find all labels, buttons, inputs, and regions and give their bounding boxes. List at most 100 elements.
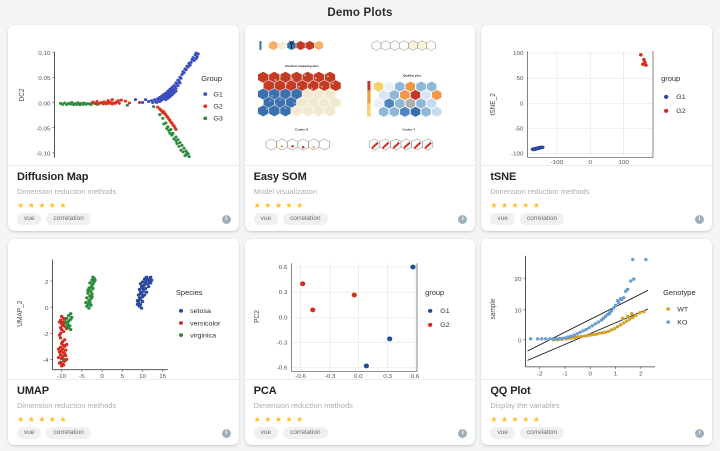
x-tick: -100 (551, 160, 564, 165)
tag-vue[interactable]: vue (253, 213, 279, 225)
legend-label-g2: G2 (677, 108, 687, 115)
card-easy-som[interactable]: Another mapping plot Quality plot (244, 25, 476, 231)
y-tick: 20 (515, 277, 523, 283)
legend-title: Group (201, 74, 222, 83)
info-icon[interactable]: i (695, 215, 704, 224)
tag-vue[interactable]: vue (17, 213, 42, 225)
legend-title: Species (176, 288, 203, 297)
som-panel-label-4: Codes Y (402, 128, 416, 132)
info-icon[interactable]: i (458, 215, 468, 224)
tag-correlation[interactable]: correlation (519, 213, 565, 225)
tag-correlation[interactable]: correlation (46, 427, 91, 439)
tag-correlation[interactable]: correlation (283, 427, 328, 439)
plot-qq[interactable]: sample 20 10 0 -2 -1 0 1 2 (481, 239, 712, 379)
series-setosa-points (135, 275, 154, 310)
tags-row: vue correlation (17, 427, 230, 439)
rating-stars[interactable]: ★ ★ ★ ★ ★ (490, 199, 703, 210)
y-tick: 100 (513, 51, 524, 57)
card-body-easy-som: Easy SOM Model visualization ★ ★ ★ ★ ★ v… (244, 165, 476, 231)
legend-label-virginica: virginica (190, 333, 216, 340)
y-axis-label: sample (490, 298, 497, 319)
card-tsne[interactable]: tSNE_2 100 50 0 -50 -100 -100 0 100 (481, 25, 712, 231)
x-tick: -5 (79, 374, 85, 379)
x-tick: 2 (639, 371, 643, 377)
legend-marker-g2 (664, 108, 669, 113)
y-tick: 0.00 (38, 101, 51, 107)
series-g1-points (363, 264, 416, 369)
rating-stars[interactable]: ★ ★ ★ ★ ★ (254, 199, 467, 210)
card-title: PCA (253, 385, 277, 397)
card-pca[interactable]: PC2 0.6 0.3 0.0 -0.3 -0.6 -0.6 -0.3 0.0 … (244, 239, 476, 445)
legend-marker-g3 (203, 116, 208, 121)
x-tick: -1 (563, 371, 569, 377)
info-icon[interactable]: i (695, 429, 704, 438)
x-tick: 15 (159, 374, 167, 379)
legend-marker-virginica (178, 333, 184, 337)
rating-stars[interactable]: ★ ★ ★ ★ ★ (490, 413, 703, 424)
legend-label-g2: G2 (440, 322, 450, 329)
x-tick: 100 (619, 160, 630, 165)
tag-correlation[interactable]: correlation (46, 213, 91, 225)
tag-correlation[interactable]: correlation (519, 427, 565, 439)
tag-vue[interactable]: vue (490, 213, 515, 225)
plot-umap[interactable]: UMAP_2 2 0 -2 -4 -10 -5 0 5 10 (8, 239, 239, 379)
plot-pca[interactable]: PC2 0.6 0.3 0.0 -0.3 -0.6 -0.6 -0.3 0.0 … (244, 239, 476, 379)
card-qq-plot[interactable]: sample 20 10 0 -2 -1 0 1 2 (481, 239, 712, 445)
y-tick: -100 (511, 152, 524, 158)
y-tick: -0.05 (36, 127, 51, 133)
plot-diffusion-map[interactable]: DC2 0.10 0.05 0.00 -0.05 -0.10 (8, 25, 239, 165)
legend-label-versicolor: versicolor (190, 321, 221, 328)
som-panel-label-2: Quality plot (403, 73, 421, 77)
info-icon[interactable]: i (221, 429, 231, 438)
y-tick: -4 (43, 358, 49, 364)
y-tick: -50 (515, 127, 525, 133)
card-diffusion-map[interactable]: DC2 0.10 0.05 0.00 -0.05 -0.10 (8, 25, 239, 231)
card-title: UMAP (17, 385, 49, 397)
series-g3-points (58, 100, 191, 159)
card-umap[interactable]: UMAP_2 2 0 -2 -4 -10 -5 0 5 10 (8, 239, 239, 445)
series-g2-points (91, 98, 178, 132)
y-tick: 10 (515, 309, 523, 315)
tag-vue[interactable]: vue (17, 427, 42, 439)
rating-stars[interactable]: ★ ★ ★ ★ ★ (17, 199, 230, 210)
legend-label-g1: G1 (440, 308, 450, 315)
rating-stars[interactable]: ★ ★ ★ ★ ★ (17, 413, 230, 424)
plot-easy-som[interactable]: Another mapping plot Quality plot (244, 25, 476, 165)
tag-vue[interactable]: vue (253, 427, 279, 439)
info-icon[interactable]: i (458, 429, 468, 438)
y-axis-label: PC2 (254, 310, 261, 323)
series-g1-points (531, 145, 545, 152)
y-tick: -0.6 (276, 366, 287, 372)
y-tick: 0 (45, 306, 49, 312)
y-tick: -2 (43, 332, 49, 338)
card-title: Diffusion Map (17, 171, 89, 183)
card-title: tSNE (490, 171, 517, 183)
tag-correlation[interactable]: correlation (283, 213, 328, 225)
legend-title: group (425, 288, 444, 297)
legend-label-g2: G2 (213, 104, 223, 111)
card-subtitle: Dimension reduction methods (490, 187, 590, 196)
card-body-diffusion-map: Diffusion Map Dimension reduction method… (8, 165, 239, 231)
info-icon[interactable]: i (221, 215, 231, 224)
tags-row: vue correlation (490, 427, 703, 439)
x-tick: -2 (537, 371, 543, 377)
y-tick: 0.10 (38, 51, 51, 57)
card-subtitle: Dimension reduction methods (17, 187, 117, 196)
x-tick: -0.6 (295, 374, 306, 379)
x-tick: 0.6 (410, 374, 419, 379)
card-subtitle: Dimension reduction methods (253, 401, 353, 410)
x-tick: 5 (121, 374, 125, 379)
plot-tsne[interactable]: tSNE_2 100 50 0 -50 -100 -100 0 100 (481, 25, 712, 165)
x-tick: -0.3 (324, 374, 335, 379)
rating-stars[interactable]: ★ ★ ★ ★ ★ (254, 413, 467, 424)
card-body-qq-plot: QQ Plot Display the variables ★ ★ ★ ★ ★ … (481, 379, 712, 445)
diffusion-map-svg: DC2 0.10 0.05 0.00 -0.05 -0.10 (19, 51, 223, 159)
y-tick: 0 (518, 339, 522, 345)
legend-marker-g2 (427, 322, 432, 327)
y-tick: 2 (45, 280, 49, 286)
card-subtitle: Dimension reduction methods (17, 401, 117, 410)
x-tick: 0.3 (383, 374, 392, 379)
tag-vue[interactable]: vue (490, 427, 515, 439)
easy-som-svg: Another mapping plot Quality plot (257, 40, 442, 151)
y-tick: 0.0 (278, 315, 287, 321)
